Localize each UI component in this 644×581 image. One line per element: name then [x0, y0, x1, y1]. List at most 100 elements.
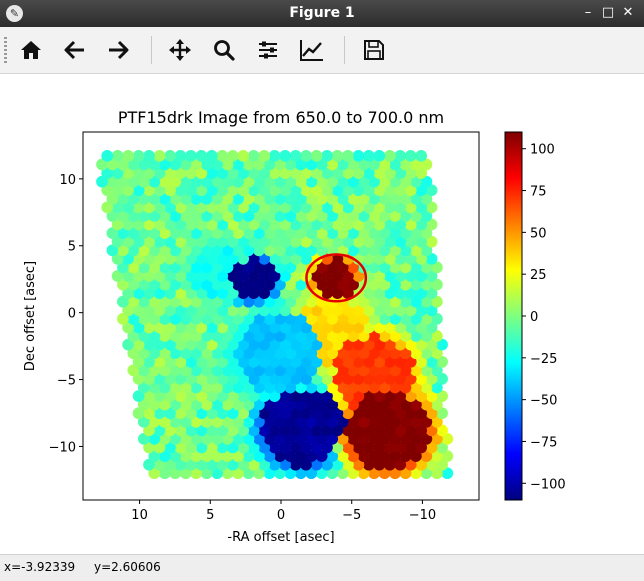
- zoom-button[interactable]: [207, 33, 241, 67]
- forward-button[interactable]: [101, 33, 135, 67]
- spaxel-point: [420, 261, 433, 274]
- spaxel-point: [342, 167, 354, 179]
- spaxel-point: [137, 364, 150, 377]
- spaxel-point: [415, 184, 428, 197]
- spaxel-point: [158, 192, 171, 205]
- spaxel-point: [263, 330, 276, 342]
- spaxel-point: [399, 244, 412, 257]
- spaxel-point: [410, 175, 422, 188]
- spaxel-point: [420, 278, 433, 291]
- spaxel-point: [420, 158, 433, 171]
- spaxel-point: [122, 304, 134, 317]
- spaxel-point: [122, 201, 134, 214]
- spaxel-point: [137, 278, 150, 291]
- spaxel-point: [211, 347, 223, 360]
- spaxel-point: [258, 407, 271, 420]
- figure-canvas[interactable]: PTF15drk Image from 650.0 to 700.0 nm 10…: [0, 74, 644, 554]
- spaxel-point: [399, 261, 412, 274]
- spaxel-point: [431, 398, 443, 411]
- spaxel-point: [253, 227, 265, 239]
- figure-svg[interactable]: PTF15drk Image from 650.0 to 700.0 nm 10…: [0, 74, 644, 554]
- spaxel-point: [410, 347, 422, 360]
- spaxel-point: [253, 175, 265, 188]
- spaxel-point: [164, 458, 176, 471]
- spaxel-point: [310, 150, 323, 162]
- spaxel-point: [394, 150, 407, 162]
- spaxel-point: [237, 218, 250, 231]
- spaxel-point: [169, 192, 182, 205]
- spaxel-point: [253, 192, 265, 205]
- spaxel-point: [232, 450, 244, 462]
- spaxel-point: [378, 175, 391, 188]
- maximize-button[interactable]: □: [601, 5, 615, 20]
- spaxel-point: [368, 433, 380, 445]
- spaxel-point: [174, 218, 187, 231]
- spaxel-point: [357, 210, 370, 222]
- spaxel-point: [362, 252, 375, 265]
- spaxel-point: [226, 304, 239, 317]
- spaxel-point: [253, 398, 265, 411]
- subplots-button[interactable]: [251, 33, 285, 67]
- spaxel-point: [362, 184, 375, 197]
- toolbar-grip[interactable]: [4, 37, 7, 63]
- spaxel-point: [153, 218, 166, 231]
- save-button[interactable]: [357, 33, 391, 67]
- spaxel-point: [368, 398, 380, 411]
- spaxel-point: [205, 338, 218, 351]
- spaxel-point: [399, 415, 412, 428]
- spaxel-point: [373, 441, 386, 454]
- spaxel-point: [158, 295, 171, 308]
- spaxel-point: [263, 467, 276, 480]
- spaxel-point: [185, 338, 197, 351]
- spaxel-point: [404, 201, 417, 214]
- spaxel-point: [310, 235, 323, 248]
- spaxel-point: [148, 347, 161, 360]
- spaxel-point: [342, 287, 354, 299]
- spaxel-point: [190, 313, 202, 325]
- spaxel-point: [342, 201, 354, 214]
- spaxel-point: [111, 218, 124, 231]
- spaxel-point: [205, 184, 218, 197]
- spaxel-point: [389, 244, 401, 257]
- spaxel-point: [174, 407, 187, 420]
- home-button[interactable]: [14, 33, 48, 67]
- spaxel-point: [247, 373, 260, 385]
- spaxel-point: [232, 364, 244, 377]
- spaxel-point: [315, 227, 328, 239]
- spaxel-point: [153, 321, 166, 334]
- spaxel-point: [153, 270, 166, 282]
- spaxel-point: [242, 261, 255, 274]
- spaxel-point: [221, 175, 234, 188]
- pan-button[interactable]: [163, 33, 197, 67]
- spaxel-point: [279, 167, 291, 179]
- edit-axes-button[interactable]: [295, 33, 329, 67]
- minimize-button[interactable]: –: [584, 5, 592, 20]
- spaxel-point: [300, 424, 312, 437]
- spaxel-point: [263, 210, 276, 222]
- arrow-left-icon: [64, 40, 84, 60]
- spaxel-point: [169, 467, 182, 480]
- spaxel-point: [321, 338, 333, 351]
- spaxel-point: [216, 407, 229, 420]
- spaxel-point: [242, 295, 255, 308]
- spaxel-point: [179, 158, 192, 171]
- spaxel-point: [253, 158, 265, 171]
- spaxel-point: [431, 261, 443, 274]
- spaxel-point: [305, 347, 318, 360]
- home-icon: [21, 41, 41, 59]
- spaxel-point: [336, 227, 349, 239]
- spaxel-point: [200, 364, 213, 377]
- spaxel-point: [315, 261, 328, 274]
- spaxel-point: [310, 458, 323, 471]
- spaxel-point: [378, 244, 391, 257]
- close-button[interactable]: ✕: [622, 5, 634, 20]
- spaxel-point: [357, 364, 370, 377]
- spaxel-point: [321, 458, 333, 471]
- spaxel-point: [153, 373, 166, 385]
- spaxel-point: [158, 415, 171, 428]
- spaxel-point: [195, 321, 208, 334]
- spaxel-point: [394, 218, 407, 231]
- back-button[interactable]: [58, 33, 92, 67]
- spaxel-point: [127, 227, 140, 239]
- spaxel-point: [185, 167, 197, 179]
